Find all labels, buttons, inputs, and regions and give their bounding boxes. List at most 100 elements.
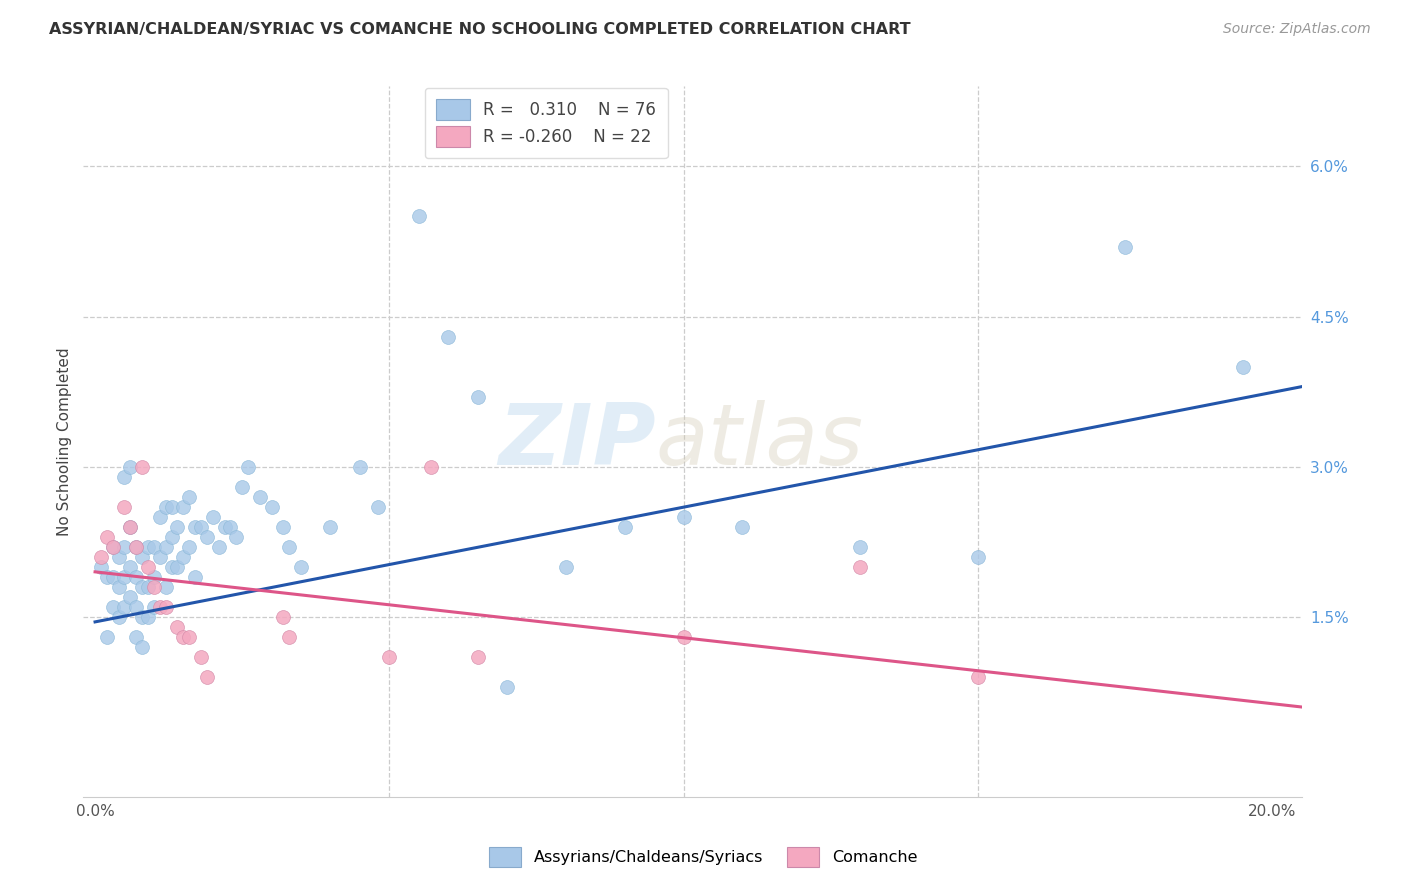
Point — [437, 329, 460, 343]
Point — [195, 670, 218, 684]
Point — [231, 480, 253, 494]
Point — [101, 570, 124, 584]
Point — [613, 520, 636, 534]
Point — [260, 500, 283, 514]
Point — [190, 649, 212, 664]
Point — [467, 649, 489, 664]
Legend: Assyrians/Chaldeans/Syriacs, Comanche: Assyrians/Chaldeans/Syriacs, Comanche — [482, 841, 924, 873]
Point — [273, 610, 295, 624]
Point — [96, 530, 118, 544]
Point — [319, 520, 342, 534]
Point — [96, 630, 118, 644]
Point — [120, 459, 142, 474]
Point — [149, 549, 172, 564]
Point — [114, 599, 136, 614]
Point — [195, 530, 218, 544]
Point — [367, 500, 389, 514]
Point — [131, 580, 153, 594]
Point — [278, 540, 301, 554]
Point — [125, 599, 148, 614]
Point — [131, 640, 153, 654]
Point — [155, 580, 177, 594]
Point — [236, 459, 259, 474]
Point — [290, 559, 312, 574]
Point — [142, 540, 165, 554]
Point — [142, 570, 165, 584]
Point — [155, 599, 177, 614]
Point — [1232, 359, 1254, 374]
Point — [142, 580, 165, 594]
Point — [849, 540, 872, 554]
Point — [96, 570, 118, 584]
Point — [184, 570, 207, 584]
Point — [349, 459, 371, 474]
Point — [131, 610, 153, 624]
Point — [166, 520, 188, 534]
Point — [160, 500, 183, 514]
Point — [225, 530, 247, 544]
Point — [849, 559, 872, 574]
Point — [125, 540, 148, 554]
Point — [142, 599, 165, 614]
Point — [155, 540, 177, 554]
Point — [114, 570, 136, 584]
Point — [273, 520, 295, 534]
Point — [114, 469, 136, 483]
Point — [190, 520, 212, 534]
Point — [125, 540, 148, 554]
Point — [131, 549, 153, 564]
Point — [172, 549, 194, 564]
Point — [107, 610, 129, 624]
Point — [160, 530, 183, 544]
Point — [166, 559, 188, 574]
Point — [120, 520, 142, 534]
Point — [278, 630, 301, 644]
Point — [101, 540, 124, 554]
Point — [136, 559, 159, 574]
Point — [179, 540, 201, 554]
Point — [90, 549, 112, 564]
Point — [131, 459, 153, 474]
Point — [554, 559, 576, 574]
Point — [101, 599, 124, 614]
Text: ZIP: ZIP — [498, 401, 657, 483]
Point — [136, 540, 159, 554]
Point — [172, 630, 194, 644]
Y-axis label: No Schooling Completed: No Schooling Completed — [58, 347, 72, 536]
Point — [155, 500, 177, 514]
Legend: R =   0.310    N = 76, R = -0.260    N = 22: R = 0.310 N = 76, R = -0.260 N = 22 — [425, 87, 668, 158]
Point — [378, 649, 401, 664]
Point — [149, 599, 172, 614]
Point — [114, 500, 136, 514]
Point — [120, 590, 142, 604]
Point — [1114, 239, 1136, 253]
Point — [136, 580, 159, 594]
Point — [208, 540, 231, 554]
Point — [149, 509, 172, 524]
Point — [967, 549, 990, 564]
Point — [136, 610, 159, 624]
Point — [90, 559, 112, 574]
Text: atlas: atlas — [657, 401, 863, 483]
Point — [672, 509, 695, 524]
Point — [219, 520, 242, 534]
Text: Source: ZipAtlas.com: Source: ZipAtlas.com — [1223, 22, 1371, 37]
Point — [166, 620, 188, 634]
Point — [172, 500, 194, 514]
Point — [467, 390, 489, 404]
Point — [184, 520, 207, 534]
Point — [160, 559, 183, 574]
Point — [125, 570, 148, 584]
Point — [107, 549, 129, 564]
Point — [214, 520, 236, 534]
Point — [249, 490, 271, 504]
Point — [179, 490, 201, 504]
Point — [731, 520, 754, 534]
Point — [672, 630, 695, 644]
Point — [120, 559, 142, 574]
Point — [419, 459, 441, 474]
Point — [125, 630, 148, 644]
Text: ASSYRIAN/CHALDEAN/SYRIAC VS COMANCHE NO SCHOOLING COMPLETED CORRELATION CHART: ASSYRIAN/CHALDEAN/SYRIAC VS COMANCHE NO … — [49, 22, 911, 37]
Point — [114, 540, 136, 554]
Point — [201, 509, 224, 524]
